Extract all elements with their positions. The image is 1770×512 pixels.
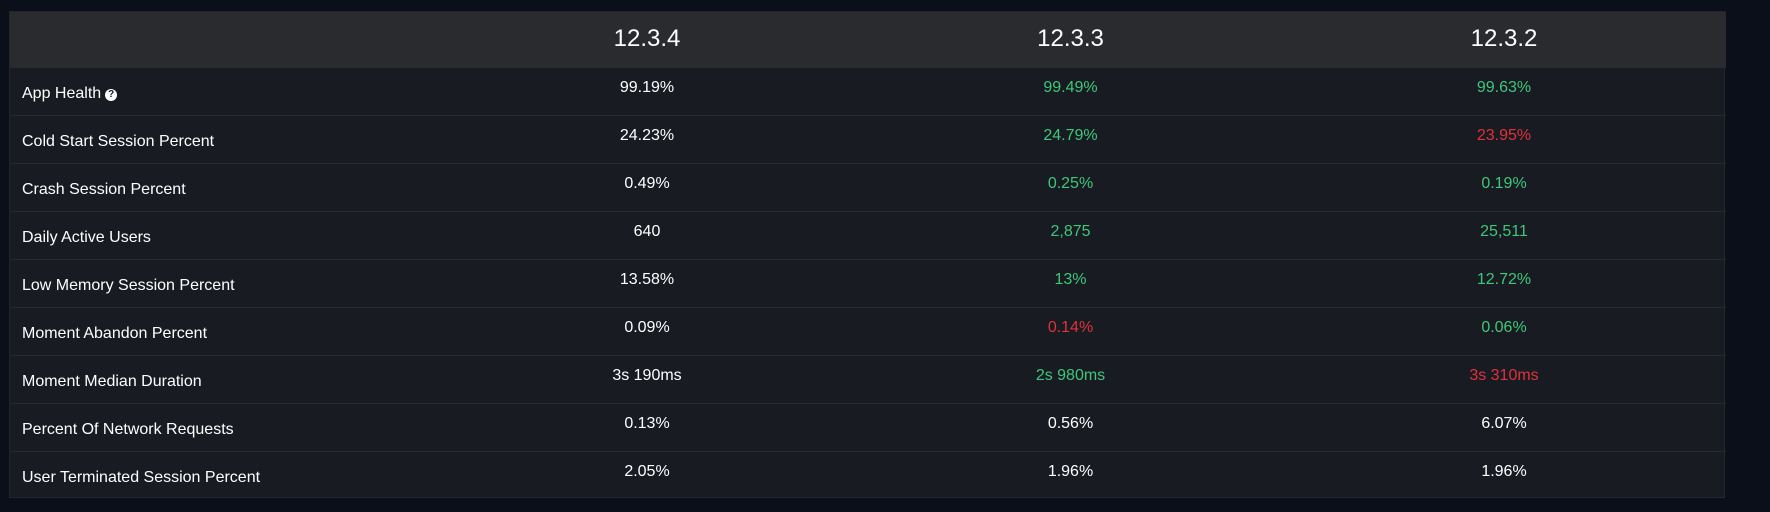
table-row: Percent Of Network Requests 0.13% 0.56% … (10, 403, 1726, 451)
metric-value: 0.56% (1047, 414, 1094, 432)
metric-value: 99.63% (1476, 78, 1532, 96)
metric-value: 0.49% (624, 174, 670, 192)
table-header-row: 12.3.4 12.3.3 12.3.2 (10, 12, 1726, 67)
metric-label: Moment Abandon Percent (22, 325, 208, 342)
table-row: App Health? 99.19% 99.49% 99.63% (10, 67, 1726, 115)
metric-value: 23.95% (1476, 126, 1532, 144)
metric-value: 13.58% (619, 270, 675, 288)
metric-value: 13% (1054, 270, 1087, 288)
metric-label: Daily Active Users (22, 229, 151, 246)
metric-value: 640 (633, 222, 661, 240)
table-row: Cold Start Session Percent 24.23% 24.79%… (10, 115, 1726, 163)
version-column-header: 12.3.3 (1037, 25, 1104, 53)
metric-value: 2s 980ms (1035, 366, 1106, 384)
metric-value: 99.49% (1043, 78, 1098, 96)
table-row: Low Memory Session Percent 13.58% 13% 12… (10, 259, 1726, 307)
metric-value: 0.13% (624, 414, 670, 432)
table-row: Daily Active Users 640 2,875 25,511 (10, 211, 1726, 259)
metric-label: Percent Of Network Requests (22, 421, 234, 438)
metric-value: 0.09% (624, 318, 670, 336)
table-row: Moment Median Duration 3s 190ms 2s 980ms… (10, 355, 1726, 403)
metric-column-header (10, 12, 435, 67)
table-row: User Terminated Session Percent 2.05% 1.… (10, 451, 1726, 499)
version-column-header: 12.3.4 (613, 25, 681, 53)
metric-value: 3s 190ms (612, 366, 682, 384)
metric-value: 24.79% (1043, 126, 1098, 144)
metric-value: 0.14% (1047, 318, 1094, 336)
metric-label: Crash Session Percent (22, 181, 186, 198)
metric-value: 2.05% (624, 462, 670, 480)
metric-value: 3s 310ms (1469, 366, 1539, 384)
metric-label-cell: App Health? (10, 67, 435, 115)
metric-value: 12.72% (1476, 270, 1532, 288)
metric-value: 1.96% (1481, 462, 1527, 480)
metric-value: 2,875 (1050, 222, 1091, 240)
metric-value: 25,511 (1480, 222, 1528, 240)
metric-value: 99.19% (619, 78, 675, 96)
table-row: Crash Session Percent 0.49% 0.25% 0.19% (10, 163, 1726, 211)
metric-value: 1.96% (1047, 462, 1094, 480)
version-comparison-table: 12.3.4 12.3.3 12.3.2 App Health? 99.19% … (10, 12, 1726, 499)
table-row: Moment Abandon Percent 0.09% 0.14% 0.06% (10, 307, 1726, 355)
version-column-header: 12.3.2 (1470, 25, 1538, 53)
metric-value: 0.25% (1047, 174, 1094, 192)
metric-label: Cold Start Session Percent (22, 133, 215, 150)
version-comparison-panel: 12.3.4 12.3.3 12.3.2 App Health? 99.19% … (9, 11, 1726, 499)
metric-value: 24.23% (619, 126, 675, 144)
metric-label: Moment Median Duration (22, 373, 202, 390)
metric-label: User Terminated Session Percent (22, 469, 261, 487)
metric-label: Low Memory Session Percent (22, 277, 235, 294)
question-circle-icon[interactable]: ? (105, 89, 118, 101)
metric-value: 0.19% (1481, 174, 1527, 192)
metric-value: 6.07% (1481, 414, 1527, 432)
metric-value: 0.06% (1481, 318, 1527, 336)
metric-label: App Health (22, 85, 102, 102)
